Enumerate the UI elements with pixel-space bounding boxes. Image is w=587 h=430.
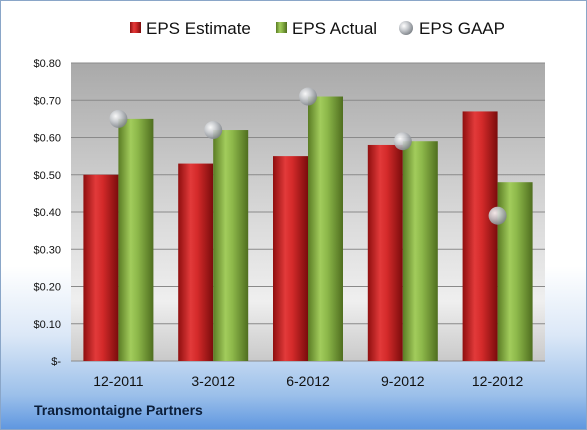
- x-tick-label: 12-2012: [472, 373, 524, 389]
- bar-eps-estimate: [178, 163, 214, 361]
- y-tick-label: $0.50: [33, 170, 61, 182]
- legend-label-actual: EPS Actual: [292, 19, 377, 38]
- point-eps-gaap: [393, 132, 412, 151]
- bar-eps-estimate: [83, 174, 119, 361]
- bar-eps-estimate: [367, 144, 403, 361]
- bar-eps-actual: [213, 130, 249, 361]
- y-tick-label: $0.10: [33, 319, 61, 331]
- x-tick-label: 6-2012: [286, 373, 330, 389]
- point-eps-gaap: [204, 121, 223, 140]
- y-tick-label: $0.20: [33, 282, 61, 294]
- legend-item-estimate: EPS Estimate: [130, 19, 251, 38]
- bar-eps-estimate: [273, 156, 308, 361]
- x-tick-label: 12-2011: [93, 373, 144, 389]
- gaap-points: [109, 87, 507, 225]
- bar-eps-actual: [118, 118, 154, 361]
- y-tick-label: $0.40: [33, 207, 61, 219]
- x-tick-label: 3-2012: [191, 373, 235, 389]
- bars: [83, 96, 533, 362]
- legend-swatch-gaap: [399, 21, 413, 35]
- legend-item-gaap: EPS GAAP: [399, 19, 505, 38]
- x-tick-label: 9-2012: [381, 373, 425, 389]
- bar-eps-estimate: [462, 111, 498, 361]
- legend-swatch-estimate: [130, 22, 141, 33]
- y-tick-label: $0.80: [33, 58, 61, 70]
- point-eps-gaap: [299, 87, 317, 106]
- bar-eps-actual: [308, 96, 343, 362]
- legend: EPS Estimate EPS Actual EPS GAAP: [130, 19, 505, 38]
- legend-item-actual: EPS Actual: [276, 19, 377, 38]
- legend-label-estimate: EPS Estimate: [146, 19, 251, 38]
- point-eps-gaap: [109, 109, 128, 128]
- y-tick-label: $0.30: [33, 244, 61, 256]
- legend-label-gaap: EPS GAAP: [419, 19, 505, 38]
- bar-eps-actual: [402, 141, 438, 361]
- company-name: Transmontaigne Partners: [34, 402, 203, 418]
- x-axis: 12-2011 3-2012 6-2012 9-2012 12-2012: [93, 373, 523, 389]
- legend-swatch-actual: [276, 22, 287, 33]
- point-eps-gaap: [488, 206, 507, 225]
- y-tick-label: $-: [51, 356, 61, 368]
- y-tick-label: $0.60: [33, 133, 61, 145]
- y-tick-label: $0.70: [33, 95, 61, 107]
